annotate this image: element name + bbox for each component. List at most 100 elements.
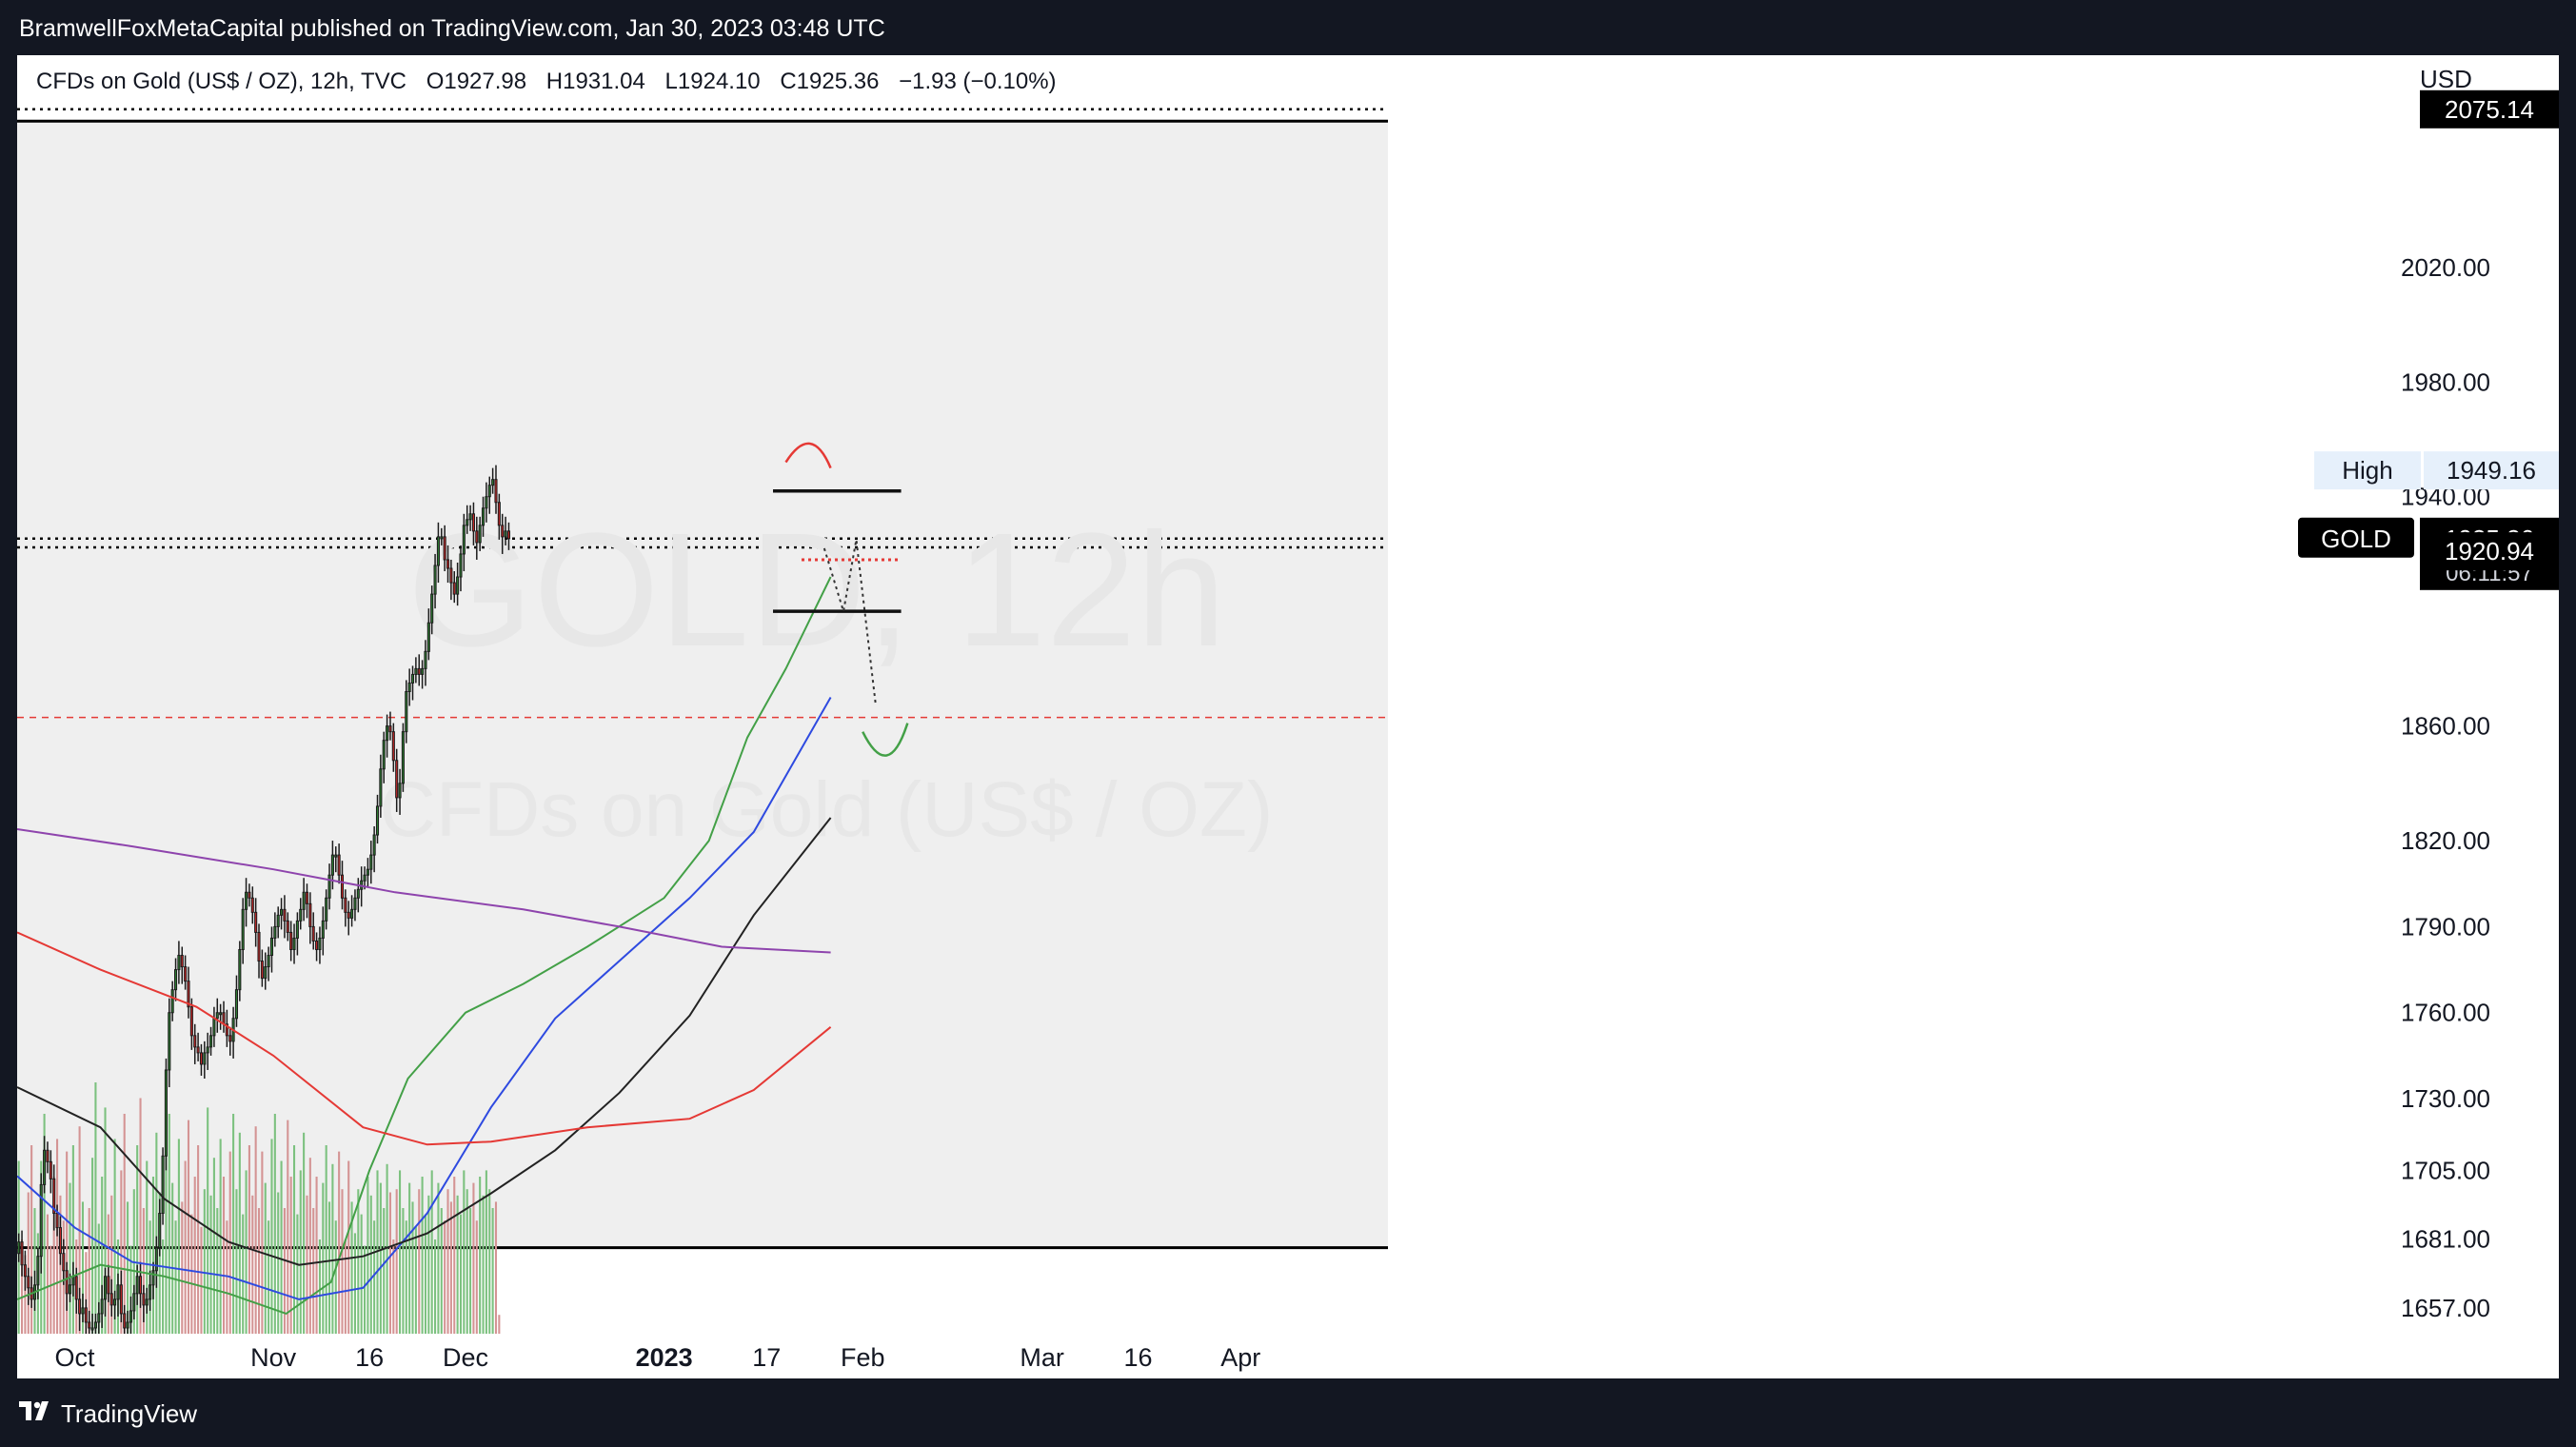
volume-bar	[238, 1132, 241, 1334]
candle-body	[245, 891, 248, 910]
volume-bar	[347, 1160, 350, 1334]
volume-bar	[469, 1208, 472, 1334]
volume-bar	[434, 1239, 437, 1334]
candle-body	[276, 914, 280, 927]
candle-body	[161, 1155, 165, 1215]
candle-body	[17, 1241, 21, 1255]
volume-bar	[232, 1114, 235, 1334]
volume-bar	[479, 1177, 482, 1334]
volume-bar	[88, 1208, 90, 1334]
chart-panel[interactable]: GOLD, 12h CFDs on Gold (US$ / OZ) 2020.00 1…	[17, 55, 2559, 1378]
volume-bar	[155, 1132, 158, 1334]
volume-bar	[207, 1107, 209, 1334]
candle-body	[501, 525, 505, 538]
candle-body	[206, 1046, 209, 1054]
candle-body	[138, 1276, 143, 1295]
volume-bar	[171, 1182, 174, 1334]
volume-bar	[280, 1160, 283, 1334]
candle-body	[116, 1284, 120, 1300]
price-chart[interactable]: GOLD, 12h CFDs on Gold (US$ / OZ) 2020.00 1…	[17, 55, 2559, 1378]
time-axis-background	[17, 1334, 2559, 1378]
volume-bar	[50, 1245, 52, 1334]
time-tick-label: 17	[752, 1343, 781, 1372]
candle-body	[100, 1298, 104, 1315]
volume-bar	[264, 1182, 267, 1334]
time-tick-label: Oct	[55, 1343, 96, 1372]
volume-bar	[411, 1201, 414, 1334]
volume-bar	[181, 1201, 184, 1334]
volume-bar	[81, 1201, 85, 1334]
watermark-symbol: GOLD, 12h	[407, 500, 1226, 681]
candle-body	[88, 1321, 91, 1329]
candle-body	[145, 1298, 149, 1306]
volume-bar	[216, 1208, 219, 1334]
legend-change: −1.93 (−0.10%)	[899, 69, 1057, 94]
candle-body	[71, 1276, 75, 1286]
volume-bar	[414, 1226, 417, 1334]
volume-bar	[388, 1192, 392, 1334]
candle-body	[257, 931, 261, 962]
candle-body	[203, 1052, 207, 1065]
legend-low: L1924.10	[664, 69, 761, 94]
candle-body	[113, 1298, 117, 1306]
volume-bar	[30, 1145, 33, 1334]
moving-average-line	[17, 828, 831, 954]
candle-body	[209, 1035, 213, 1048]
volume-bar	[85, 1252, 88, 1334]
candle-body	[459, 553, 463, 578]
candle-body	[135, 1276, 139, 1295]
volume-bar	[287, 1120, 289, 1334]
candle-body	[49, 1160, 52, 1179]
candle-body	[234, 989, 239, 1020]
volume-bar	[71, 1145, 74, 1334]
candle-body	[440, 536, 444, 540]
candle-body	[295, 920, 299, 939]
volume-bar	[369, 1195, 372, 1334]
candle-body	[280, 908, 284, 916]
candle-body	[305, 891, 309, 904]
volume-bar	[123, 1114, 126, 1334]
candle-body	[424, 650, 427, 669]
candle-body	[65, 1270, 69, 1295]
candle-body	[23, 1264, 27, 1278]
candle-body	[164, 1069, 168, 1157]
volume-bar	[334, 1220, 337, 1334]
volume-bar	[146, 1160, 149, 1334]
volume-bar	[113, 1139, 116, 1334]
candle-body	[97, 1313, 101, 1323]
volume-bar	[463, 1170, 466, 1334]
volume-bar	[325, 1145, 327, 1334]
volume-bar	[104, 1107, 107, 1334]
candle-body	[337, 854, 341, 876]
footer-bar: TradingView	[0, 1378, 2576, 1447]
candle-body	[154, 1247, 158, 1272]
volume-bar	[498, 1315, 501, 1334]
candle-body	[62, 1253, 66, 1272]
volume-bar	[248, 1145, 250, 1334]
volume-bar	[459, 1214, 463, 1334]
volume-bar	[158, 1192, 161, 1334]
candle-body	[334, 854, 338, 858]
publisher-bar: BramwellFoxMetaCapital published on Trad…	[0, 0, 2576, 55]
tradingview-brand: TradingView	[61, 1399, 198, 1428]
candle-body	[405, 690, 408, 733]
candle-body	[353, 897, 357, 910]
candle-body	[417, 667, 421, 675]
candle-body	[93, 1321, 97, 1329]
candle-body	[487, 485, 491, 498]
volume-bar	[405, 1220, 407, 1334]
time-tick-label: 16	[1124, 1343, 1153, 1372]
volume-bar	[203, 1189, 206, 1334]
projection-path	[822, 539, 877, 704]
candle-body	[494, 479, 498, 504]
volume-bar	[174, 1220, 177, 1334]
candle-body	[36, 1256, 40, 1286]
currency-label[interactable]: USD	[2420, 65, 2472, 93]
bounce-arc-arrow	[862, 723, 909, 757]
price-label-text: 1920.94	[2445, 537, 2534, 565]
volume-bar	[427, 1195, 430, 1334]
legend-high: H1931.04	[545, 69, 645, 94]
symbol-legend: CFDs on Gold (US$ / OZ), 12h, TVC O1927.…	[36, 69, 1070, 95]
candle-body	[126, 1321, 129, 1329]
candle-body	[248, 891, 251, 899]
